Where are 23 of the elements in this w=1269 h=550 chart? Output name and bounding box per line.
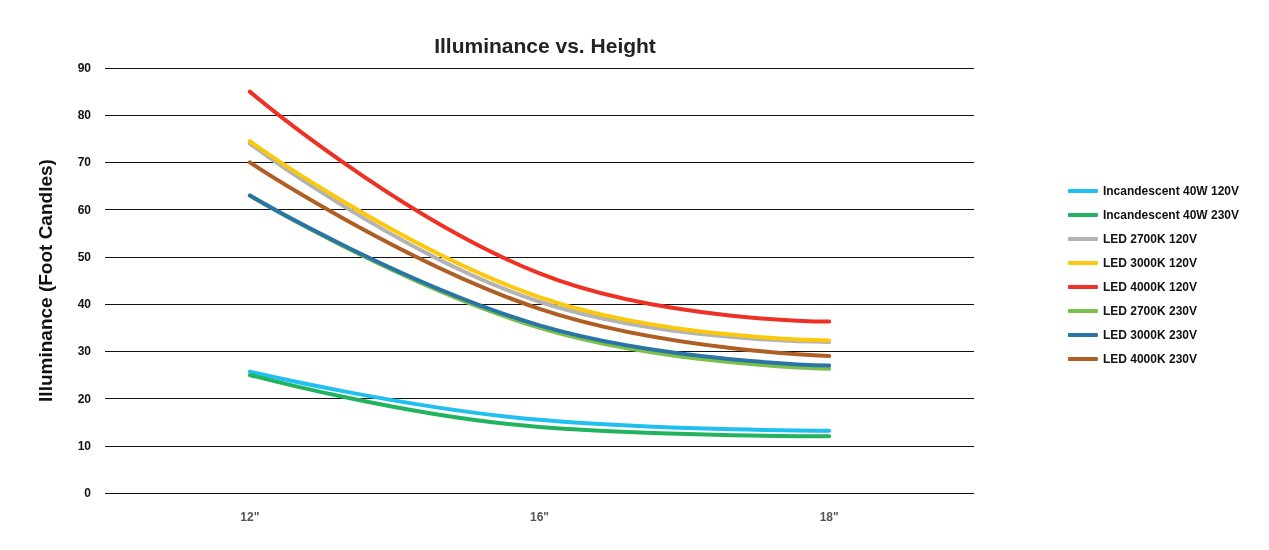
legend-label: LED 3000K 120V xyxy=(1102,256,1197,270)
legend-label: LED 2700K 120V xyxy=(1102,232,1197,246)
legend-label: Incandescent 40W 120V xyxy=(1102,184,1239,198)
y-tick-label: 80 xyxy=(77,108,92,123)
legend-label: Incandescent 40W 230V xyxy=(1102,208,1239,222)
x-tick-label: 12" xyxy=(240,510,260,524)
chart-title: Illuminance vs. Height xyxy=(434,34,656,57)
y-tick-label: 70 xyxy=(77,155,92,170)
y-tick-label: 60 xyxy=(77,202,92,217)
x-tick-label: 18" xyxy=(819,510,839,524)
y-tick-label: 50 xyxy=(77,249,92,264)
y-tick-label: 20 xyxy=(77,391,92,406)
x-tick-label: 16" xyxy=(529,510,550,524)
legend-label: LED 2700K 230V xyxy=(1102,304,1197,318)
y-tick-label: 0 xyxy=(84,486,92,500)
y-axis-title: Illuminance (Foot Candles) xyxy=(35,159,56,402)
legend-label: LED 3000K 230V xyxy=(1102,328,1197,342)
y-tick-label: 90 xyxy=(77,61,92,75)
y-tick-label: 40 xyxy=(77,297,92,312)
legend-label: LED 4000K 230V xyxy=(1102,352,1197,366)
legend-label: LED 4000K 120V xyxy=(1102,280,1197,294)
y-tick-label: 10 xyxy=(77,438,92,453)
y-tick-label: 30 xyxy=(77,344,92,359)
